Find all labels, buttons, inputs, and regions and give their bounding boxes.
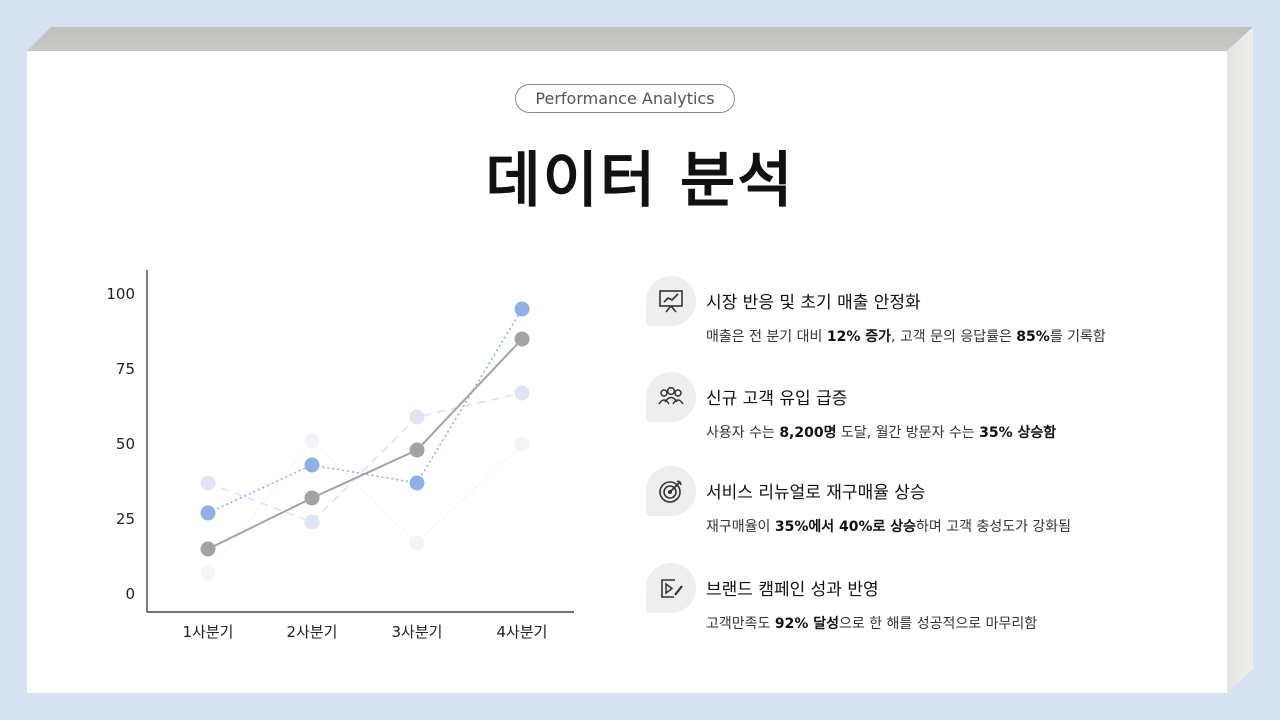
insight-description: 매출은 전 분기 대비 12% 증가, 고객 문의 응답률은 85%를 기록함: [706, 326, 1106, 346]
section-badge-label: Performance Analytics: [535, 89, 715, 108]
data-point: [514, 331, 530, 347]
y-tick-label: 100: [106, 285, 135, 303]
data-point: [304, 514, 320, 530]
highlight-text: 12% 증가: [826, 329, 891, 345]
data-point: [304, 433, 320, 449]
insight-title: 서비스 리뉴얼로 재구매율 상승: [706, 483, 926, 503]
description-text: 으로 한 해를 성공적으로 마무리함: [839, 616, 1038, 632]
data-point: [514, 301, 530, 317]
x-tick-label: 3사분기: [392, 623, 443, 641]
y-tick-label: 50: [116, 435, 135, 453]
slide-top-edge: [27, 27, 1253, 51]
insight-description: 사용자 수는 8,200명 도달, 월간 방문자 수는 35% 상승함: [706, 422, 1056, 442]
highlight-text: 8,200명: [779, 425, 837, 441]
insight-item: 신규 고객 유입 급증 사용자 수는 8,200명 도달, 월간 방문자 수는 …: [646, 372, 1206, 452]
insight-title: 시장 반응 및 초기 매출 안정화: [706, 293, 921, 313]
description-text: 사용자 수는: [706, 425, 780, 441]
data-point: [409, 535, 425, 551]
slide-card: [27, 51, 1227, 693]
data-point: [409, 475, 425, 491]
data-point: [304, 490, 320, 506]
series-line: [207, 308, 523, 514]
insight-description: 고객만족도 92% 달성으로 한 해를 성공적으로 마무리함: [706, 613, 1037, 633]
series-line: [207, 392, 523, 523]
series-line: [207, 439, 523, 574]
highlight-text: 35% 상승함: [979, 425, 1057, 441]
presentation-chart-icon: [646, 276, 696, 326]
highlight-text: 92% 달성: [774, 616, 840, 632]
data-point: [514, 385, 530, 401]
description-text: 재구매율이: [706, 519, 775, 535]
description-text: 를 기록함: [1049, 329, 1106, 345]
video-edit-icon: [646, 563, 696, 613]
highlight-text: 35%에서 40%로 상승: [774, 519, 917, 535]
highlight-text: 85%: [1016, 329, 1050, 345]
insight-item: 서비스 리뉴얼로 재구매율 상승 재구매율이 35%에서 40%로 상승하며 고…: [646, 466, 1206, 546]
target-icon: [646, 466, 696, 516]
data-point: [200, 505, 216, 521]
insight-item: 브랜드 캠페인 성과 반영 고객만족도 92% 달성으로 한 해를 성공적으로 …: [646, 563, 1206, 643]
description-text: , 고객 문의 응답률은: [891, 329, 1017, 345]
y-tick-label: 75: [116, 360, 135, 378]
slide-side-edge: [1227, 27, 1253, 693]
page-title: 데이터 분석: [485, 146, 795, 216]
description-text: 하며 고객 충성도가 강화됨: [916, 519, 1072, 535]
y-tick-label: 0: [125, 585, 135, 603]
x-tick-label: 4사분기: [497, 623, 548, 641]
data-point: [200, 565, 216, 581]
description-text: 도달, 월간 방문자 수는: [836, 425, 980, 441]
data-point: [304, 457, 320, 473]
insight-title: 신규 고객 유입 급증: [706, 389, 848, 409]
description-text: 고객만족도: [706, 616, 775, 632]
insight-item: 시장 반응 및 초기 매출 안정화 매출은 전 분기 대비 12% 증가, 고객…: [646, 276, 1206, 356]
data-point: [200, 475, 216, 491]
x-tick-label: 1사분기: [183, 623, 234, 641]
data-point: [200, 541, 216, 557]
x-tick-label: 2사분기: [287, 623, 338, 641]
y-tick-label: 25: [116, 510, 135, 528]
insight-title: 브랜드 캠페인 성과 반영: [706, 580, 879, 600]
data-point: [409, 442, 425, 458]
users-group-icon: [646, 372, 696, 422]
series-line: [207, 338, 523, 550]
data-point: [514, 436, 530, 452]
insight-description: 재구매율이 35%에서 40%로 상승하며 고객 충성도가 강화됨: [706, 516, 1071, 536]
description-text: 매출은 전 분기 대비: [706, 329, 827, 345]
section-badge: Performance Analytics: [515, 84, 735, 113]
data-point: [409, 409, 425, 425]
